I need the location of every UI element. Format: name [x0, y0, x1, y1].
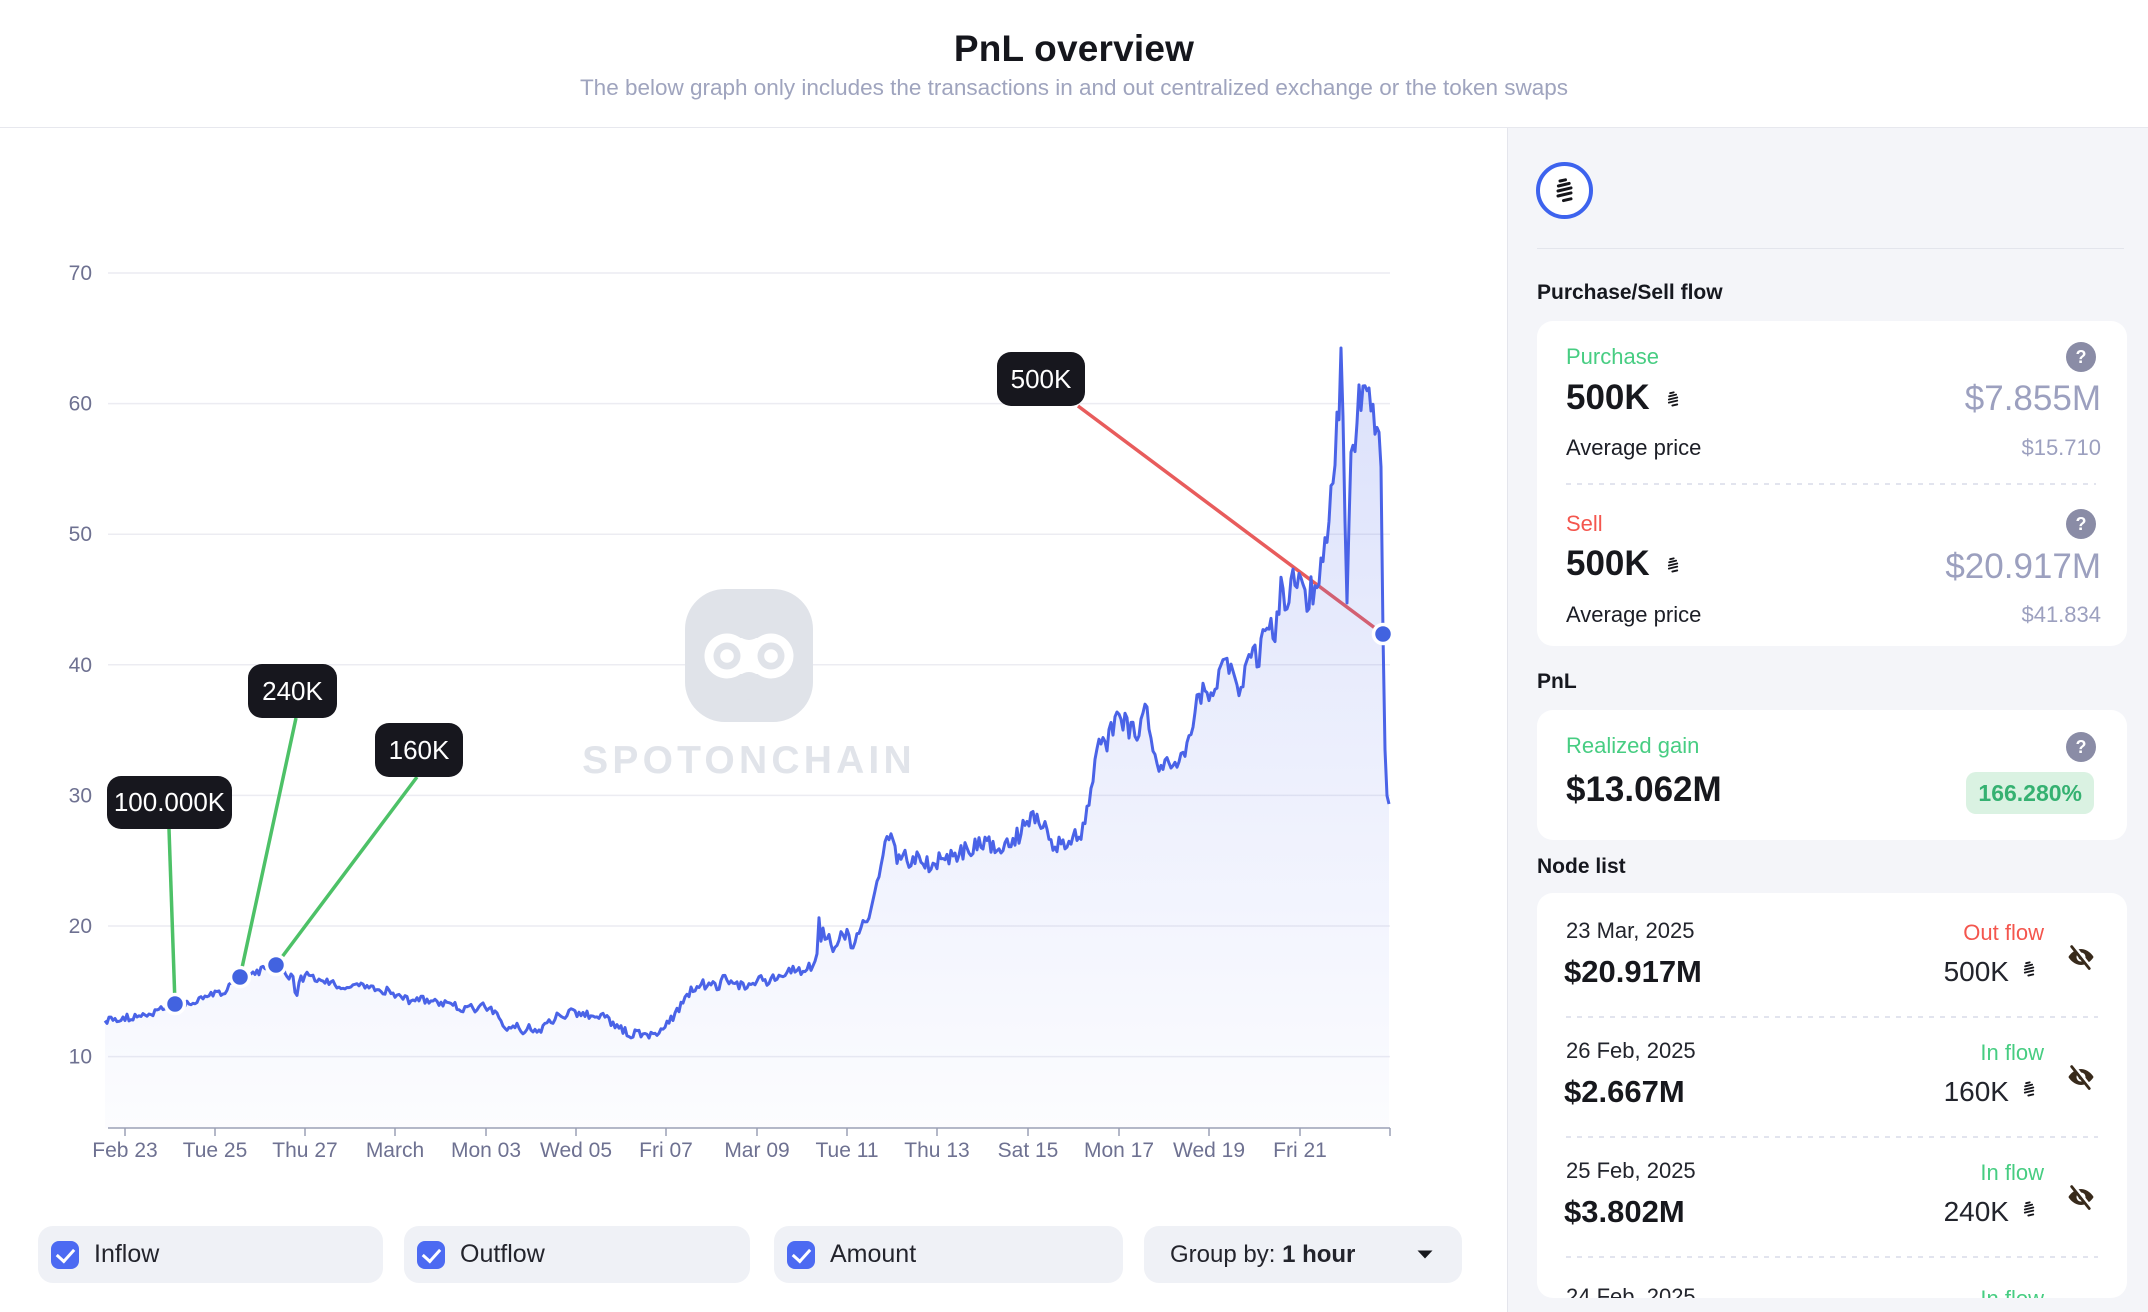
svg-text:Thu 13: Thu 13: [904, 1139, 969, 1162]
svg-text:Sat 15: Sat 15: [998, 1139, 1059, 1162]
svg-text:10: 10: [69, 1046, 92, 1069]
svg-text:20: 20: [69, 915, 92, 938]
svg-text:60: 60: [69, 393, 92, 416]
svg-text:Tue 25: Tue 25: [183, 1139, 248, 1162]
svg-text:Fri 21: Fri 21: [1273, 1139, 1327, 1162]
svg-text:70: 70: [69, 262, 92, 285]
svg-text:240K: 240K: [262, 676, 323, 706]
svg-text:500K: 500K: [1011, 364, 1072, 394]
svg-text:160K: 160K: [389, 735, 450, 765]
svg-text:Mon 03: Mon 03: [451, 1139, 521, 1162]
svg-text:Fri 07: Fri 07: [639, 1139, 693, 1162]
svg-text:Tue 11: Tue 11: [815, 1139, 878, 1162]
svg-text:Mar 09: Mar 09: [724, 1139, 789, 1162]
svg-text:March: March: [366, 1139, 424, 1162]
svg-text:Wed 05: Wed 05: [540, 1139, 612, 1162]
svg-text:Feb 23: Feb 23: [92, 1139, 157, 1162]
svg-text:Mon 17: Mon 17: [1084, 1139, 1154, 1162]
svg-text:SPOTONCHAIN: SPOTONCHAIN: [582, 739, 916, 782]
svg-text:100.000K: 100.000K: [114, 787, 226, 817]
svg-text:50: 50: [69, 523, 92, 546]
svg-text:Wed 19: Wed 19: [1173, 1139, 1245, 1162]
svg-text:30: 30: [69, 784, 92, 807]
svg-text:Thu 27: Thu 27: [272, 1139, 337, 1162]
svg-text:40: 40: [69, 654, 92, 677]
